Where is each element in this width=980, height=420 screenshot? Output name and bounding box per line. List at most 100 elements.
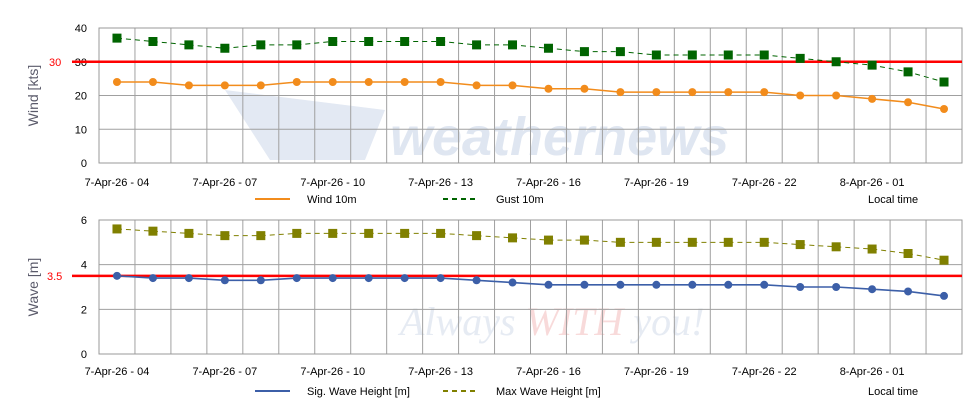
data-point: [615, 237, 625, 247]
x-tick-label: 7-Apr-26 - 16: [516, 177, 581, 189]
data-point: [292, 40, 302, 50]
data-point: [400, 37, 410, 46]
data-point: [112, 78, 121, 86]
data-point: [687, 50, 697, 60]
data-point: [688, 88, 697, 97]
x-tick-label: 7-Apr-26 - 19: [624, 177, 689, 189]
data-point: [904, 98, 913, 107]
data-point: [867, 60, 877, 70]
data-point: [328, 274, 337, 283]
y-tick-label: 2: [81, 304, 87, 316]
data-point: [184, 228, 194, 238]
x-tick-label: 8-Apr-26 - 01: [840, 177, 905, 189]
data-point: [868, 94, 877, 103]
x-tick-label: 7-Apr-26 - 10: [300, 366, 365, 378]
data-point: [220, 276, 229, 285]
data-point: [400, 78, 409, 86]
data-point: [112, 33, 122, 43]
data-point: [652, 280, 661, 289]
y-axis-label: Wind [kts]: [25, 65, 41, 126]
data-point: [543, 235, 553, 245]
data-point: [184, 40, 194, 50]
data-point: [472, 40, 482, 50]
data-point: [903, 67, 913, 77]
threshold-label: 3.5: [47, 271, 62, 283]
data-point: [184, 274, 193, 283]
x-tick-label: 7-Apr-26 - 10: [300, 177, 365, 189]
x-axis-label: Local time: [868, 386, 918, 398]
data-point: [832, 91, 841, 100]
data-point: [903, 249, 913, 258]
data-point: [940, 291, 949, 300]
data-point: [939, 255, 949, 265]
x-tick-label: 7-Apr-26 - 22: [732, 366, 797, 378]
threshold-label: 30: [49, 57, 61, 69]
data-point: [292, 228, 302, 238]
x-tick-label: 7-Apr-26 - 04: [85, 366, 150, 378]
y-tick-label: 10: [75, 124, 87, 136]
data-point: [508, 278, 517, 287]
data-point: [940, 105, 949, 113]
y-tick-label: 0: [81, 349, 87, 361]
data-point: [508, 81, 517, 90]
y-axis-label: Wave [m]: [25, 258, 41, 317]
data-point: [759, 50, 769, 60]
data-point: [796, 91, 805, 100]
data-point: [220, 81, 229, 90]
data-point: [832, 283, 841, 291]
x-tick-label: 7-Apr-26 - 13: [408, 177, 473, 189]
data-point: [184, 81, 193, 90]
x-tick-label: 7-Apr-26 - 07: [192, 177, 257, 189]
data-point: [759, 237, 769, 247]
y-tick-label: 40: [75, 23, 87, 35]
data-point: [544, 84, 553, 93]
data-point: [436, 228, 446, 238]
x-axis-label: Local time: [868, 194, 918, 206]
data-point: [724, 88, 733, 97]
data-point: [688, 280, 697, 289]
data-point: [831, 57, 841, 67]
data-point: [328, 78, 337, 86]
data-point: [831, 242, 841, 252]
data-point: [543, 43, 553, 53]
data-point: [795, 240, 805, 250]
data-point: [256, 231, 266, 241]
data-point: [579, 47, 589, 57]
y-tick-label: 6: [81, 215, 87, 227]
data-point: [508, 233, 518, 243]
data-point: [723, 50, 733, 60]
data-point: [328, 37, 338, 46]
y-tick-label: 0: [81, 158, 87, 170]
plot-area: [98, 219, 963, 355]
x-tick-label: 7-Apr-26 - 19: [624, 366, 689, 378]
y-tick-label: 4: [81, 260, 87, 272]
data-point: [400, 228, 410, 238]
data-point: [796, 283, 805, 291]
data-point: [760, 88, 769, 97]
data-point: [292, 78, 301, 86]
x-tick-label: 8-Apr-26 - 01: [840, 366, 905, 378]
wind-chart: 0 10 20 30 40 7-Apr-26 - 04 7-Apr-26 - 07 7-Apr…: [25, 23, 963, 206]
data-point: [939, 77, 949, 87]
data-point: [724, 280, 733, 289]
legend-label: Gust 10m: [496, 194, 544, 206]
legend-label: Max Wave Height [m]: [496, 386, 601, 398]
x-tick-label: 7-Apr-26 - 04: [85, 177, 150, 189]
data-point: [328, 228, 338, 238]
data-point: [256, 40, 266, 50]
data-point: [436, 274, 445, 283]
data-point: [148, 78, 157, 86]
data-point: [364, 37, 374, 46]
data-point: [220, 231, 230, 241]
data-point: [544, 280, 553, 289]
data-point: [112, 224, 122, 234]
series-line: [116, 37, 945, 83]
x-tick-label: 7-Apr-26 - 13: [408, 366, 473, 378]
watermark-brand: weathernews: [390, 107, 729, 167]
data-point: [148, 37, 158, 46]
data-point: [904, 287, 913, 296]
series-line: [116, 275, 945, 297]
y-tick-label: 20: [75, 91, 87, 103]
watermark: weathernews Always WITH you!: [225, 90, 729, 344]
